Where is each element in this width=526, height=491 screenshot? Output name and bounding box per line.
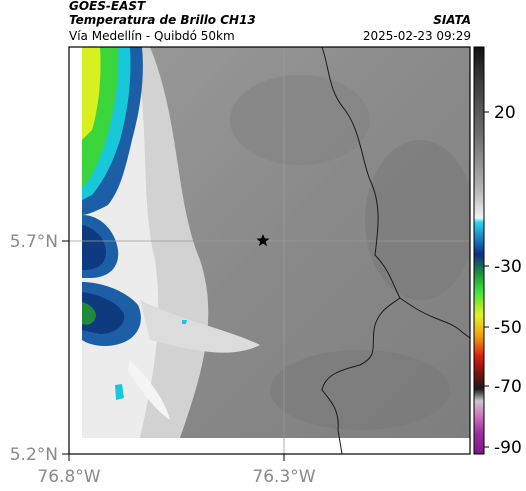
lon-label-76.8: 76.8°W: [37, 467, 100, 487]
route-subtitle: Vía Medellín - Quibdó 50km: [69, 29, 235, 43]
cool-patch-south: [270, 350, 450, 430]
star-marker: [256, 234, 270, 247]
map-panel: [69, 47, 470, 454]
colorbar-gradient: [473, 46, 485, 455]
organization-label: SIATA: [433, 13, 471, 27]
cold-cloud-tops: [82, 47, 187, 400]
colorbar-label-m90: -90: [494, 438, 522, 458]
timestamp-label: 2025-02-23 09:29: [362, 29, 471, 43]
lon-label-76.3: 76.3°W: [252, 467, 315, 487]
colorbar-label-m70: -70: [494, 377, 522, 397]
warm-streak-2: [128, 360, 170, 420]
cool-patch-east: [365, 140, 470, 300]
colorbar-label-m50: -50: [494, 318, 522, 338]
satellite-source: GOES-EAST: [69, 0, 146, 13]
warm-streak: [140, 300, 260, 353]
map-frame: [68, 46, 471, 455]
colorbar-label-20: 20: [494, 103, 516, 123]
cool-patch-north: [230, 75, 370, 165]
lat-label-5.7: 5.7°N: [10, 232, 58, 252]
product-title: Temperatura de Brillo CH13: [69, 13, 256, 27]
department-border: [321, 47, 401, 454]
colorbar-label-m30: -30: [494, 257, 522, 277]
department-border-east: [399, 297, 470, 339]
colorbar: 20 -30 -50 -70 -90: [473, 46, 522, 458]
lat-label-5.2: 5.2°N: [10, 445, 58, 465]
